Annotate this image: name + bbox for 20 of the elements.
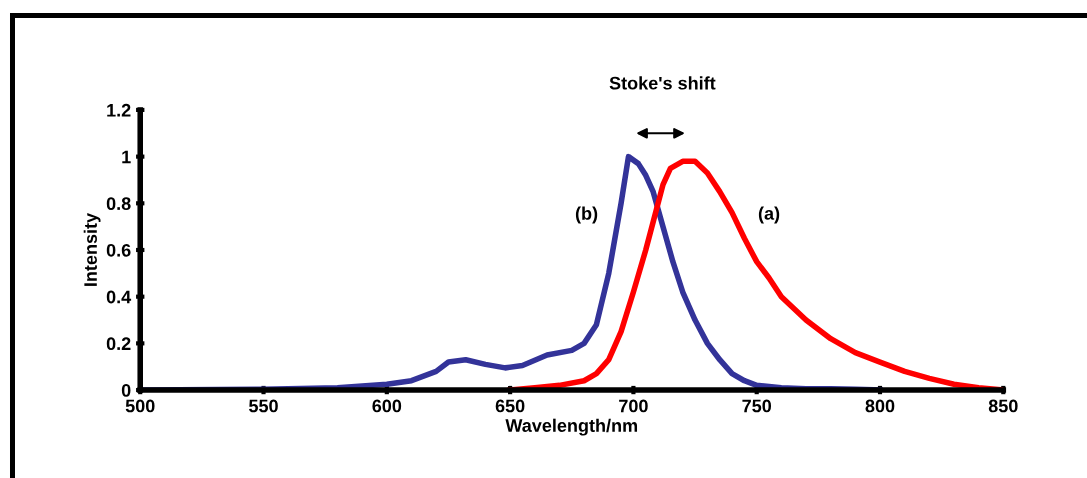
series-label: (b) [575, 206, 598, 224]
y-tick-label: 0.2 [106, 337, 131, 351]
x-tick-label: 850 [988, 399, 1018, 413]
y-tick-label: 0.4 [106, 290, 132, 304]
x-tick-label: 750 [742, 399, 772, 413]
x-tick-label: 700 [619, 399, 648, 413]
x-tick-label: 500 [125, 399, 155, 413]
y-tick-label: 1 [122, 150, 131, 164]
y-tick-label: 1.2 [107, 103, 131, 117]
y-tick-label: 0.8 [106, 197, 131, 211]
x-tick-label: 800 [865, 399, 895, 413]
x-tick-label: 600 [372, 399, 402, 413]
text: Stoke's shift [609, 76, 716, 90]
x-tick-label: 550 [249, 399, 278, 413]
y-tick-label: 0 [121, 383, 131, 397]
x-axis-title: Wavelength/nm [505, 418, 638, 436]
y-axis-title: Intensity [83, 212, 101, 286]
y-tick-label: 0.6 [106, 243, 131, 257]
series-label: (a) [758, 206, 780, 224]
x-tick-label: 650 [495, 399, 525, 413]
